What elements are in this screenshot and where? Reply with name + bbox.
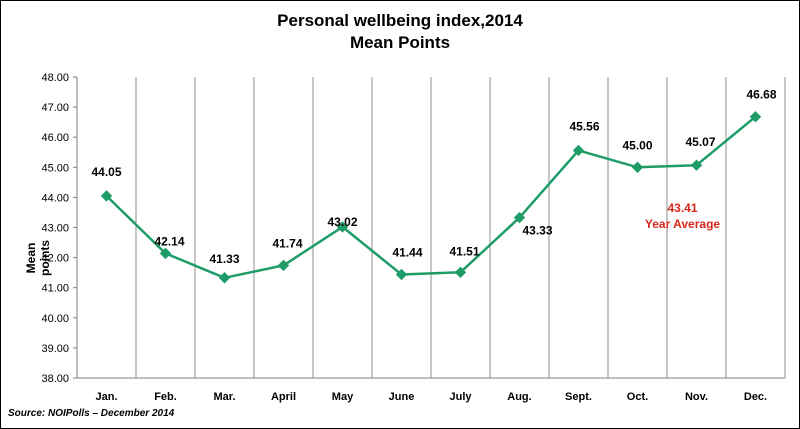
x-tick-label: Dec. <box>744 391 767 403</box>
data-point <box>395 268 408 281</box>
y-tick-label: 45.00 <box>41 162 69 174</box>
y-tick-label: 43.00 <box>41 223 69 235</box>
data-label: 41.74 <box>272 236 302 250</box>
data-label: 41.44 <box>392 245 422 259</box>
series-line <box>105 115 757 280</box>
data-label: 41.33 <box>209 252 239 266</box>
chart-title: Personal wellbeing index,2014 Mean Point… <box>0 10 800 54</box>
y-tick-label: 46.00 <box>41 132 69 144</box>
y-tick-label: 44.00 <box>41 192 69 204</box>
data-point <box>631 161 644 174</box>
y-tick-label: 41.00 <box>41 283 69 295</box>
y-tick-label: 48.00 <box>41 72 69 84</box>
x-tick-label: Feb. <box>154 391 177 403</box>
data-label: 42.14 <box>154 234 184 248</box>
y-tick-label: 42.00 <box>41 253 69 265</box>
data-point <box>336 221 349 233</box>
y-tick-label: 47.00 <box>41 102 69 114</box>
x-tick-label: Aug. <box>507 391 531 403</box>
data-point <box>513 211 526 224</box>
x-tick-label: April <box>271 391 296 403</box>
x-tick-label: Mar. <box>213 391 235 403</box>
data-label: 43.33 <box>522 224 552 238</box>
x-tick-label: Nov. <box>685 391 708 403</box>
y-tick-label: 40.00 <box>41 313 69 325</box>
source-note: Source: NOIPolls – December 2014 <box>8 408 175 419</box>
chart-title-line-2: Mean Points <box>349 33 451 52</box>
data-point <box>690 159 703 171</box>
data-point <box>100 190 113 202</box>
data-label: 41.51 <box>449 244 479 258</box>
chart-title-line-1: Personal wellbeing index,2014 <box>277 11 523 30</box>
x-tick-label: Oct. <box>627 391 648 403</box>
data-point <box>454 266 467 279</box>
y-tick-label: 38.00 <box>41 373 69 385</box>
x-tick-label: Jan. <box>95 391 117 403</box>
data-point <box>277 259 290 272</box>
x-tick-label: May <box>332 391 354 403</box>
x-tick-label: July <box>449 391 472 403</box>
data-point <box>572 144 585 157</box>
year-average-value: 43.41 <box>667 201 697 215</box>
data-label: 44.05 <box>91 165 121 179</box>
data-point <box>749 111 762 123</box>
year-average-label: Year Average <box>645 217 720 231</box>
x-tick-label: Sept. <box>565 391 592 403</box>
data-label: 45.56 <box>569 119 599 133</box>
y-tick-label: 39.00 <box>41 343 69 355</box>
data-point <box>159 247 172 260</box>
data-label: 46.68 <box>746 88 776 102</box>
data-label: 45.07 <box>685 135 715 149</box>
x-tick-label: June <box>389 391 415 403</box>
data-label: 43.02 <box>327 215 357 229</box>
data-point <box>218 272 231 284</box>
data-label: 45.00 <box>622 138 652 152</box>
